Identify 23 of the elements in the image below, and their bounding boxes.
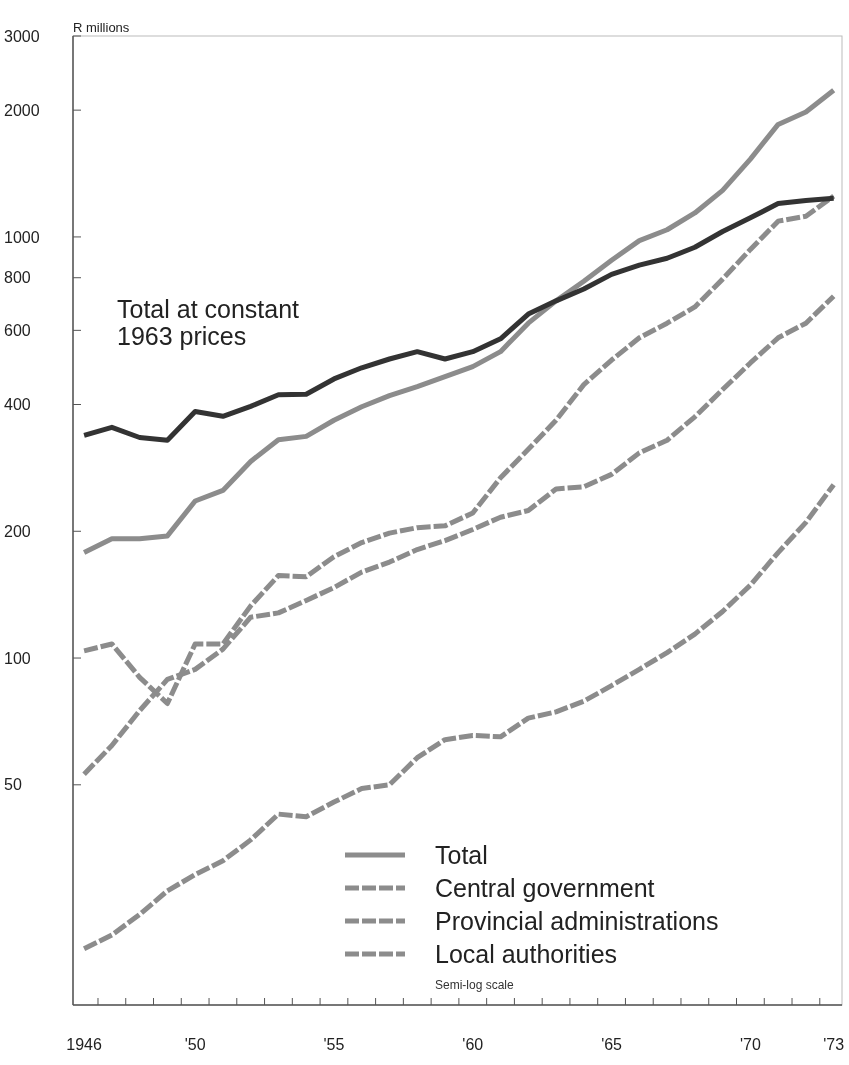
x-tick-label: '50 [184, 1036, 206, 1053]
y-tick-label: 400 [4, 396, 31, 414]
legend-label: Local authorities [435, 939, 618, 968]
x-tick-label: '55 [323, 1036, 345, 1053]
y-axis-title: R millions [73, 20, 130, 35]
annotation: Semi-log scale [435, 978, 515, 992]
y-tick-label: 1000 [4, 228, 40, 246]
y-tick-label: 800 [4, 269, 31, 287]
y-tick-label: 2000 [4, 101, 40, 119]
x-tick-label: '60 [462, 1036, 484, 1053]
y-tick-label: 200 [4, 522, 31, 540]
y-tick-label: 3000 [4, 27, 40, 45]
y-tick-label: 100 [4, 649, 31, 667]
x-tick-label: '73 [823, 1036, 845, 1053]
y-tick-label: 50 [4, 776, 22, 794]
legend-label: Central government [435, 873, 655, 902]
x-tick-label: '65 [601, 1036, 623, 1053]
legend-label: Provincial administrations [435, 906, 719, 935]
annotation: Total at constant 1963 prices [117, 295, 300, 350]
x-tick-label: '70 [739, 1036, 761, 1053]
y-tick-label: 600 [4, 321, 31, 339]
legend-label: Total [435, 840, 488, 869]
x-tick-label: 1946 [66, 1036, 102, 1053]
